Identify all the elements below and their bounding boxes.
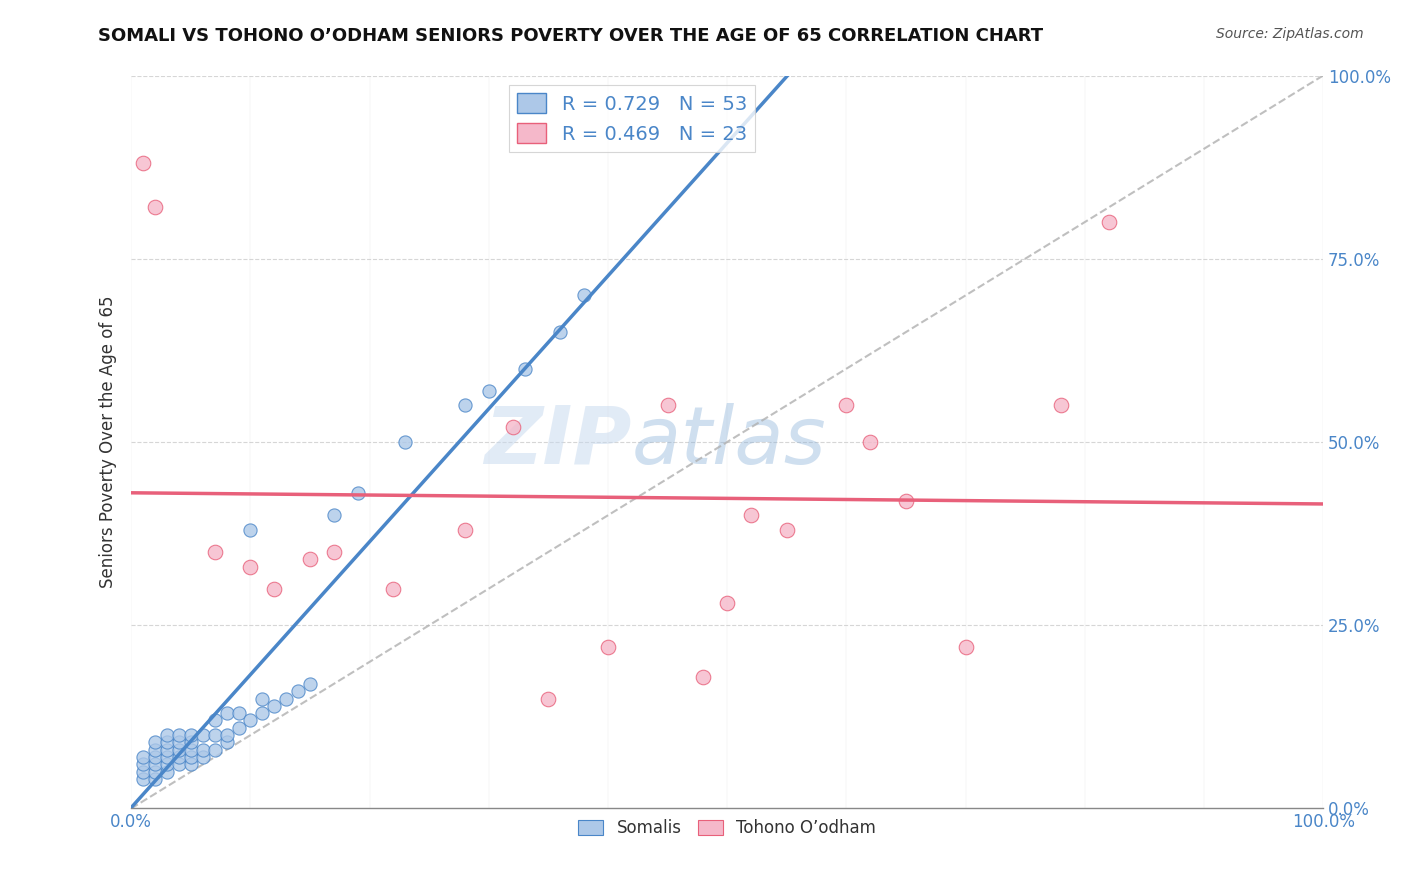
Point bbox=[180, 757, 202, 772]
Point bbox=[776, 523, 799, 537]
Point bbox=[454, 523, 477, 537]
Point bbox=[1050, 398, 1073, 412]
Point bbox=[263, 698, 285, 713]
Point bbox=[204, 545, 226, 559]
Point bbox=[239, 714, 262, 728]
Point bbox=[657, 398, 679, 412]
Point bbox=[716, 596, 738, 610]
Point bbox=[167, 757, 190, 772]
Point bbox=[513, 361, 536, 376]
Point bbox=[132, 772, 155, 786]
Point bbox=[550, 325, 572, 339]
Legend: Somalis, Tohono O’odham: Somalis, Tohono O’odham bbox=[571, 813, 883, 844]
Text: Source: ZipAtlas.com: Source: ZipAtlas.com bbox=[1216, 27, 1364, 41]
Point bbox=[156, 757, 179, 772]
Point bbox=[204, 714, 226, 728]
Point bbox=[167, 735, 190, 749]
Point bbox=[167, 750, 190, 764]
Point bbox=[252, 706, 274, 721]
Point bbox=[143, 201, 166, 215]
Text: SOMALI VS TOHONO O’ODHAM SENIORS POVERTY OVER THE AGE OF 65 CORRELATION CHART: SOMALI VS TOHONO O’ODHAM SENIORS POVERTY… bbox=[98, 27, 1043, 45]
Point bbox=[215, 735, 238, 749]
Point bbox=[287, 684, 309, 698]
Point bbox=[191, 743, 214, 757]
Point bbox=[143, 743, 166, 757]
Point bbox=[191, 750, 214, 764]
Point bbox=[1097, 215, 1119, 229]
Point bbox=[132, 757, 155, 772]
Point bbox=[132, 750, 155, 764]
Point bbox=[299, 552, 322, 566]
Point bbox=[156, 735, 179, 749]
Point bbox=[156, 750, 179, 764]
Point bbox=[955, 640, 977, 655]
Point bbox=[180, 735, 202, 749]
Point bbox=[204, 743, 226, 757]
Point bbox=[276, 691, 298, 706]
Point bbox=[502, 420, 524, 434]
Point bbox=[143, 764, 166, 779]
Point bbox=[740, 508, 762, 523]
Point bbox=[394, 434, 416, 449]
Point bbox=[156, 728, 179, 742]
Point bbox=[132, 764, 155, 779]
Point bbox=[143, 750, 166, 764]
Point bbox=[596, 640, 619, 655]
Point bbox=[228, 706, 250, 721]
Point bbox=[143, 772, 166, 786]
Point bbox=[215, 706, 238, 721]
Point bbox=[346, 486, 368, 500]
Point bbox=[191, 728, 214, 742]
Point bbox=[132, 156, 155, 170]
Point bbox=[239, 559, 262, 574]
Point bbox=[299, 677, 322, 691]
Point bbox=[692, 669, 714, 683]
Point bbox=[156, 743, 179, 757]
Y-axis label: Seniors Poverty Over the Age of 65: Seniors Poverty Over the Age of 65 bbox=[100, 296, 117, 588]
Point bbox=[252, 691, 274, 706]
Point bbox=[167, 743, 190, 757]
Point bbox=[180, 750, 202, 764]
Point bbox=[143, 735, 166, 749]
Point bbox=[180, 728, 202, 742]
Point bbox=[263, 582, 285, 596]
Point bbox=[156, 764, 179, 779]
Point bbox=[228, 721, 250, 735]
Text: ZIP: ZIP bbox=[485, 403, 631, 481]
Point bbox=[180, 743, 202, 757]
Point bbox=[143, 757, 166, 772]
Point bbox=[322, 508, 344, 523]
Point bbox=[478, 384, 501, 398]
Point bbox=[859, 434, 882, 449]
Point bbox=[454, 398, 477, 412]
Point bbox=[572, 288, 595, 302]
Point bbox=[382, 582, 405, 596]
Point bbox=[167, 728, 190, 742]
Point bbox=[322, 545, 344, 559]
Point bbox=[894, 493, 917, 508]
Point bbox=[537, 691, 560, 706]
Point bbox=[835, 398, 858, 412]
Point bbox=[204, 728, 226, 742]
Point bbox=[215, 728, 238, 742]
Point bbox=[239, 523, 262, 537]
Text: atlas: atlas bbox=[631, 403, 827, 481]
